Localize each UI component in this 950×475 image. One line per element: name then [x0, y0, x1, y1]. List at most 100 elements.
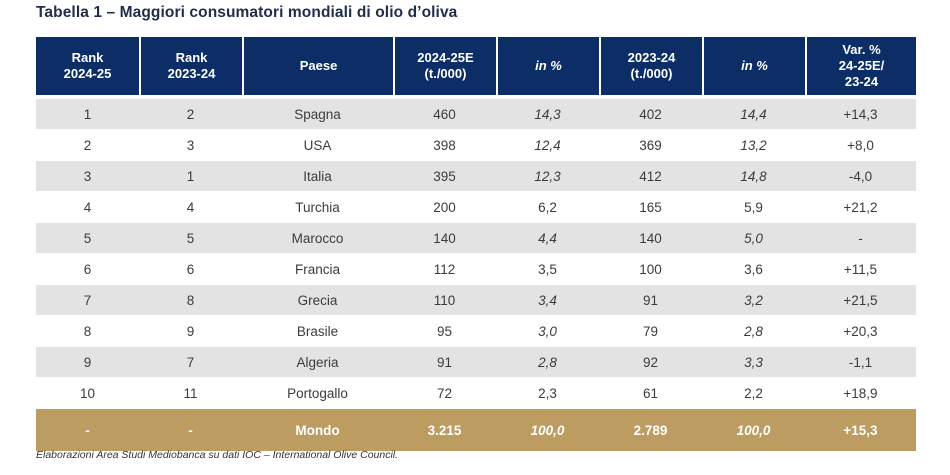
cell-rank-2023: 8	[139, 285, 242, 316]
cell-val-2023: 412	[599, 161, 702, 192]
cell-pct-2023: 100,0	[702, 409, 805, 451]
cell-rank-2023: 2	[139, 99, 242, 130]
cell-paese: Algeria	[242, 347, 393, 378]
cell-paese: Grecia	[242, 285, 393, 316]
cell-val-2024: 140	[393, 223, 496, 254]
table-row: 10 11 Portogallo 72 2,3 61 2,2 +18,9	[36, 378, 916, 409]
cell-pct-2024: 100,0	[496, 409, 599, 451]
cell-rank-2024: 5	[36, 223, 139, 254]
cell-var: +20,3	[805, 316, 916, 347]
header-paese: Paese	[242, 37, 393, 95]
header-rank-2024-line2: 2024-25	[63, 66, 112, 81]
cell-pct-2023: 5,0	[702, 223, 805, 254]
header-var-line2: 24-25E/	[838, 58, 885, 73]
cell-rank-2023: 11	[139, 378, 242, 409]
cell-val-2024: 110	[393, 285, 496, 316]
header-val-2023-line2: (t./000)	[630, 66, 673, 81]
header-val-2024: 2024-25E (t./000)	[393, 37, 496, 95]
cell-pct-2024: 3,0	[496, 316, 599, 347]
table-row: 6 6 Francia 112 3,5 100 3,6 +11,5	[36, 254, 916, 285]
cell-paese: Turchia	[242, 192, 393, 223]
header-var-line3: 23-24	[844, 74, 879, 89]
cell-val-2024: 72	[393, 378, 496, 409]
header-rank-2024-line1: Rank	[71, 50, 104, 65]
table-row: 7 8 Grecia 110 3,4 91 3,2 +21,5	[36, 285, 916, 316]
cell-val-2024: 460	[393, 99, 496, 130]
cell-pct-2023: 2,8	[702, 316, 805, 347]
cell-pct-2024: 4,4	[496, 223, 599, 254]
header-rank-2023-line2: 2023-24	[167, 66, 216, 81]
cell-pct-2023: 13,2	[702, 130, 805, 161]
cell-val-2023: 92	[599, 347, 702, 378]
header-rank-2023-line1: Rank	[175, 50, 208, 65]
cell-pct-2024: 6,2	[496, 192, 599, 223]
cell-val-2024: 398	[393, 130, 496, 161]
cell-var: -1,1	[805, 347, 916, 378]
table-row: 8 9 Brasile 95 3,0 79 2,8 +20,3	[36, 316, 916, 347]
cell-var: -4,0	[805, 161, 916, 192]
cell-rank-2024: 7	[36, 285, 139, 316]
cell-var: +11,5	[805, 254, 916, 285]
cell-paese: Portogallo	[242, 378, 393, 409]
cell-val-2023: 91	[599, 285, 702, 316]
cell-rank-2024: 10	[36, 378, 139, 409]
header-var: Var. % 24-25E/ 23-24	[805, 37, 916, 95]
cell-rank-2024: 3	[36, 161, 139, 192]
cell-paese: Francia	[242, 254, 393, 285]
cell-val-2023: 61	[599, 378, 702, 409]
cell-pct-2023: 2,2	[702, 378, 805, 409]
cell-val-2024: 112	[393, 254, 496, 285]
table-row: 9 7 Algeria 91 2,8 92 3,3 -1,1	[36, 347, 916, 378]
cell-pct-2023: 14,8	[702, 161, 805, 192]
cell-val-2023: 402	[599, 99, 702, 130]
cell-pct-2024: 12,4	[496, 130, 599, 161]
header-rank-2023: Rank 2023-24	[139, 37, 242, 95]
header-val-2024-line1: 2024-25E	[417, 50, 474, 65]
cell-val-2023: 79	[599, 316, 702, 347]
cell-rank-2024: 2	[36, 130, 139, 161]
header-rank-2024: Rank 2024-25	[36, 37, 139, 95]
cell-var: -	[805, 223, 916, 254]
header-val-2024-line2: (t./000)	[424, 66, 467, 81]
table-row: 3 1 Italia 395 12,3 412 14,8 -4,0	[36, 161, 916, 192]
cell-pct-2023: 5,9	[702, 192, 805, 223]
cell-var: +21,2	[805, 192, 916, 223]
cell-paese: Mondo	[242, 409, 393, 451]
cell-pct-2024: 12,3	[496, 161, 599, 192]
cell-rank-2023: 6	[139, 254, 242, 285]
table-title: Tabella 1 – Maggiori consumatori mondial…	[36, 4, 458, 21]
cell-rank-2024: -	[36, 409, 139, 451]
cell-paese: Italia	[242, 161, 393, 192]
cell-pct-2023: 3,3	[702, 347, 805, 378]
cell-val-2024: 200	[393, 192, 496, 223]
cell-rank-2023: 9	[139, 316, 242, 347]
cell-pct-2024: 14,3	[496, 99, 599, 130]
cell-pct-2024: 3,4	[496, 285, 599, 316]
cell-val-2024: 3.215	[393, 409, 496, 451]
cell-paese: USA	[242, 130, 393, 161]
total-row: - - Mondo 3.215 100,0 2.789 100,0 +15,3	[36, 409, 916, 451]
header-var-line1: Var. %	[842, 42, 881, 57]
table-row: 5 5 Marocco 140 4,4 140 5,0-	[36, 223, 916, 254]
cell-paese: Marocco	[242, 223, 393, 254]
cell-val-2023: 140	[599, 223, 702, 254]
cell-rank-2023: 4	[139, 192, 242, 223]
cell-val-2023: 369	[599, 130, 702, 161]
cell-val-2023: 165	[599, 192, 702, 223]
cell-rank-2024: 1	[36, 99, 139, 130]
cell-rank-2024: 9	[36, 347, 139, 378]
consumers-table: Rank 2024-25 Rank 2023-24 Paese 2024-25E…	[36, 37, 916, 451]
cell-rank-2023: 1	[139, 161, 242, 192]
cell-rank-2023: 3	[139, 130, 242, 161]
cell-pct-2023: 14,4	[702, 99, 805, 130]
table-body: 1 2 Spagna 460 14,3 402 14,4 +14,3 2 3 USA 398 12,4 3…	[36, 99, 916, 451]
cell-var: +18,9	[805, 378, 916, 409]
cell-pct-2024: 2,8	[496, 347, 599, 378]
cell-val-2024: 395	[393, 161, 496, 192]
cell-rank-2024: 8	[36, 316, 139, 347]
cell-val-2024: 91	[393, 347, 496, 378]
cell-var: +14,3	[805, 99, 916, 130]
cell-var: +8,0	[805, 130, 916, 161]
header-val-2023: 2023-24 (t./000)	[599, 37, 702, 95]
cell-pct-2023: 3,6	[702, 254, 805, 285]
